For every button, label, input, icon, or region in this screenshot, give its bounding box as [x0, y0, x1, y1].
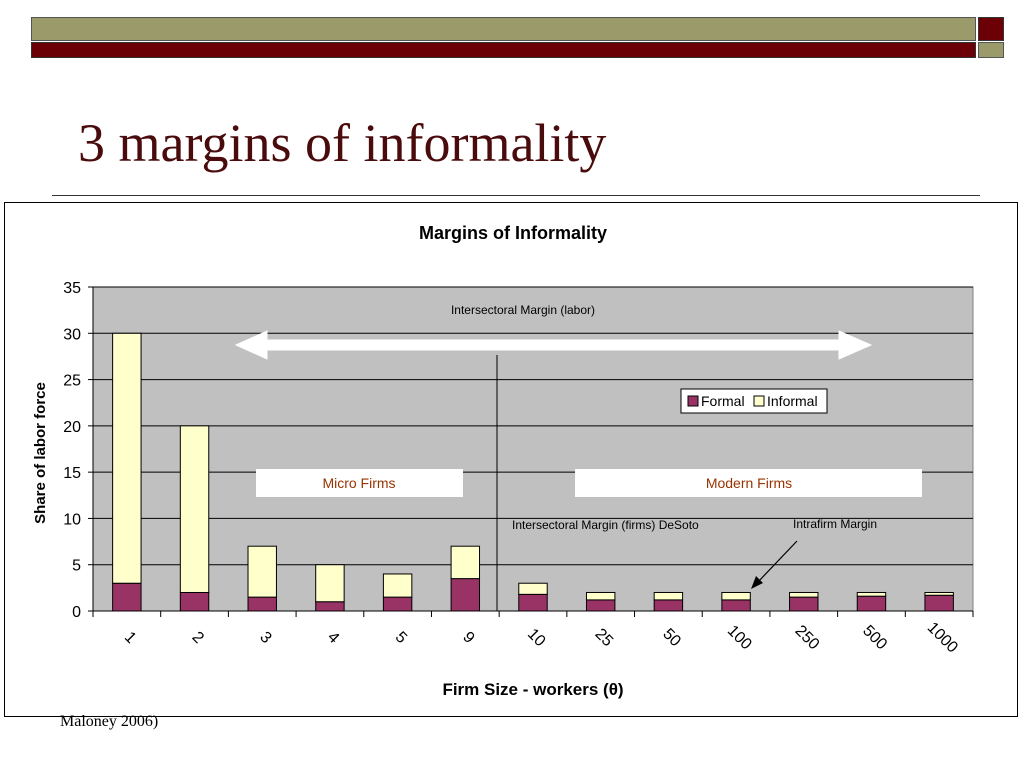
source-note: Maloney 2006): [60, 713, 159, 730]
modern-firms-box: [575, 469, 922, 497]
x-tick-label: 500: [859, 622, 890, 653]
bar-formal-9: [450, 578, 481, 612]
y-tick-label: 25: [63, 373, 81, 390]
y-tick-label: 0: [72, 604, 81, 621]
y-tick-label: 10: [63, 511, 81, 528]
bar-formal-50: [653, 599, 684, 612]
bar-informal-1: [112, 332, 142, 584]
y-axis-title: Share of labor force: [32, 382, 49, 524]
legend-label-formal: Formal: [701, 393, 745, 409]
slide-title: 3 margins of informality: [78, 113, 607, 173]
bar-informal-500: [856, 591, 887, 597]
x-tick-label: 5: [392, 629, 410, 647]
bar-informal-3: [247, 545, 277, 598]
x-axis-title: Firm Size - workers (θ): [442, 680, 623, 699]
x-tick-label: 250: [791, 622, 822, 653]
intrafirm-arrow-line: [756, 540, 798, 584]
intersectoral-labor-label: Intersectoral Margin (labor): [451, 303, 595, 317]
x-tick-label: 3: [256, 629, 274, 647]
bar-formal-1000: [924, 594, 954, 612]
intrafirm-label: Intrafirm Margin: [793, 517, 877, 531]
chart: Margins of Informality 0 5 10 15 20 25 30 35 1 2 3 4…: [32, 223, 974, 699]
micro-firms-label: Micro Firms: [322, 475, 395, 491]
bar-formal-25: [585, 599, 616, 612]
y-tick-label: 35: [63, 280, 81, 297]
x-tick-label: 1000: [924, 619, 961, 656]
bar-informal-10: [518, 582, 548, 595]
top-decor-bar-red: [31, 42, 976, 58]
x-tick-label: 100: [724, 622, 755, 653]
y-tick-label: 30: [63, 326, 81, 343]
x-tick-label: 9: [459, 629, 477, 647]
x-tick-label: 25: [592, 626, 617, 651]
bar-informal-2: [179, 425, 210, 593]
bar-informal-5: [382, 573, 413, 598]
bar-formal-10: [518, 593, 548, 612]
bar-informal-100: [721, 591, 751, 601]
bar-formal-4: [315, 601, 345, 612]
y-tick-label: 5: [72, 558, 81, 575]
bar-formal-250: [789, 596, 819, 612]
intersectoral-firms-label: Intersectoral Margin (firms) DeSoto: [512, 518, 699, 532]
legend-swatch-informal: [753, 395, 765, 407]
top-decor-square-olive: [978, 42, 1004, 58]
top-decor-square-red: [978, 17, 1004, 41]
bar-formal-3: [247, 596, 277, 612]
bar-informal-1000: [924, 591, 954, 596]
x-tick-label: 4: [324, 629, 342, 647]
top-decor-bar-olive: [31, 17, 976, 41]
x-tick-label: 2: [189, 629, 207, 647]
chart-frame: Margins of Informality 0 5 10 15 20 25 30 35 1 2 3 4…: [4, 202, 1018, 717]
bar-formal-500: [856, 595, 887, 612]
y-tick-label: 15: [63, 465, 81, 482]
legend-label-informal: Informal: [767, 393, 818, 409]
bar-informal-9: [450, 545, 481, 580]
x-tick-label: 10: [524, 626, 549, 651]
micro-firms-box: [256, 469, 463, 497]
bar-informal-250: [789, 591, 819, 598]
title-divider: [52, 195, 980, 196]
double-arrow-icon: [234, 330, 873, 360]
bar-formal-100: [721, 599, 751, 612]
bar-formal-1: [112, 582, 142, 612]
intrafirm-arrow-head-icon: [751, 576, 763, 589]
bar-informal-50: [653, 591, 684, 601]
legend-swatch-formal: [687, 395, 699, 407]
y-tick-label: 20: [63, 419, 81, 436]
chart-title: Margins of Informality: [419, 223, 607, 243]
bar-informal-25: [585, 591, 616, 601]
x-tick-label: 1: [121, 629, 139, 647]
bar-informal-4: [315, 564, 345, 603]
modern-firms-label: Modern Firms: [706, 475, 792, 491]
x-tick-label: 50: [659, 626, 684, 651]
bar-formal-5: [382, 596, 413, 612]
bar-formal-2: [179, 591, 210, 612]
